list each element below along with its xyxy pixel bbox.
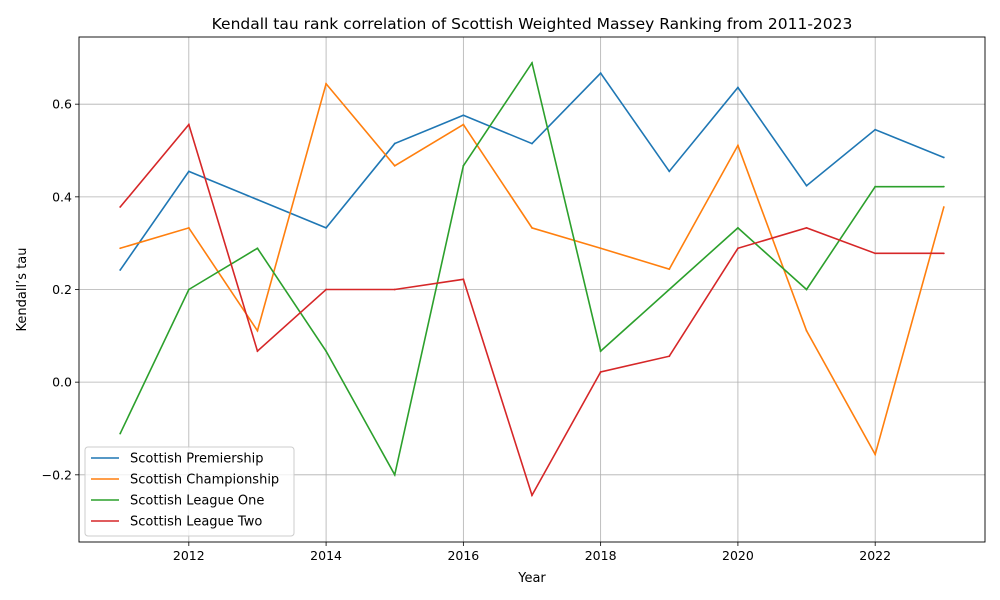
data-point	[119, 247, 122, 250]
data-point	[531, 226, 533, 229]
data-point	[187, 170, 190, 173]
legend-item: Scottish League One	[91, 494, 264, 509]
y-tick-label: 0.0	[52, 375, 72, 390]
data-point	[668, 170, 671, 173]
data-point	[462, 278, 465, 281]
y-tick-label: −0.2	[42, 467, 72, 482]
data-point	[874, 252, 877, 255]
series-layer	[119, 60, 945, 498]
data-point	[942, 252, 945, 255]
legend: Scottish Premiership Scottish Championshi…	[84, 446, 295, 537]
data-point	[256, 350, 259, 353]
data-point	[187, 288, 190, 291]
data-point	[256, 247, 259, 250]
data-point	[187, 226, 190, 229]
data-point	[325, 350, 327, 353]
grid	[79, 37, 985, 542]
legend-label: Scottish Premiership	[130, 452, 263, 467]
data-point	[668, 288, 671, 291]
legend-label: Scottish League One	[130, 494, 264, 509]
x-axis-label: Year	[517, 571, 546, 586]
data-point	[531, 62, 533, 64]
data-point	[393, 164, 396, 167]
series-scottish-league-two	[119, 122, 945, 498]
data-point	[187, 123, 190, 126]
y-tick-label: 0.6	[52, 97, 72, 112]
data-point	[737, 247, 739, 250]
data-point	[393, 473, 396, 476]
data-point	[325, 226, 327, 229]
data-point	[599, 72, 602, 75]
data-point	[599, 247, 602, 250]
legend-item: Scottish League Two	[91, 515, 262, 530]
legend-item: Scottish Premiership	[91, 452, 263, 467]
data-point	[119, 432, 122, 435]
data-point	[737, 86, 739, 89]
x-tick-label: 2014	[310, 548, 342, 563]
data-point	[256, 198, 259, 201]
data-point	[462, 164, 465, 167]
legend-box	[84, 446, 295, 537]
y-tick-label: 0.4	[52, 189, 72, 204]
data-point	[531, 494, 533, 497]
data-point	[119, 206, 122, 208]
y-axis: −0.2 0.0 0.2 0.4 0.6	[42, 97, 79, 482]
data-point	[942, 185, 945, 188]
data-point	[325, 82, 327, 85]
data-point	[393, 288, 396, 291]
legend-item: Scottish Championship	[91, 473, 279, 488]
data-point	[942, 206, 945, 208]
data-point	[874, 185, 877, 188]
x-tick-label: 2022	[859, 548, 891, 563]
data-point	[737, 144, 739, 147]
data-point	[325, 288, 327, 291]
data-point	[874, 453, 877, 456]
data-point	[668, 268, 671, 271]
y-tick-label: 0.2	[52, 282, 72, 297]
data-point	[874, 128, 877, 131]
data-point	[737, 226, 739, 229]
data-point	[668, 355, 671, 358]
series-scottish-league-one	[119, 60, 945, 478]
x-axis: 2012 2014 2016 2018 2020 2022	[173, 542, 891, 563]
data-point	[599, 371, 602, 373]
data-point	[942, 156, 945, 159]
data-point	[531, 142, 533, 145]
data-point	[805, 329, 808, 332]
y-axis-label: Kendall’s tau	[15, 248, 30, 332]
data-point	[805, 184, 808, 187]
legend-label: Scottish League Two	[130, 515, 262, 530]
x-tick-label: 2012	[173, 548, 205, 563]
series-scottish-championship	[119, 82, 945, 457]
data-point	[256, 329, 259, 332]
data-point	[599, 350, 602, 353]
data-point	[805, 288, 808, 291]
x-tick-label: 2020	[722, 548, 754, 563]
data-point	[462, 114, 465, 117]
chart-title: Kendall tau rank correlation of Scottish…	[212, 15, 853, 33]
series-scottish-premiership	[119, 71, 945, 271]
data-point	[805, 226, 808, 229]
data-point	[462, 123, 465, 126]
legend-label: Scottish Championship	[130, 473, 279, 488]
x-tick-label: 2018	[585, 548, 617, 563]
x-tick-label: 2016	[447, 548, 479, 563]
data-point	[119, 269, 122, 271]
data-point	[393, 142, 396, 145]
